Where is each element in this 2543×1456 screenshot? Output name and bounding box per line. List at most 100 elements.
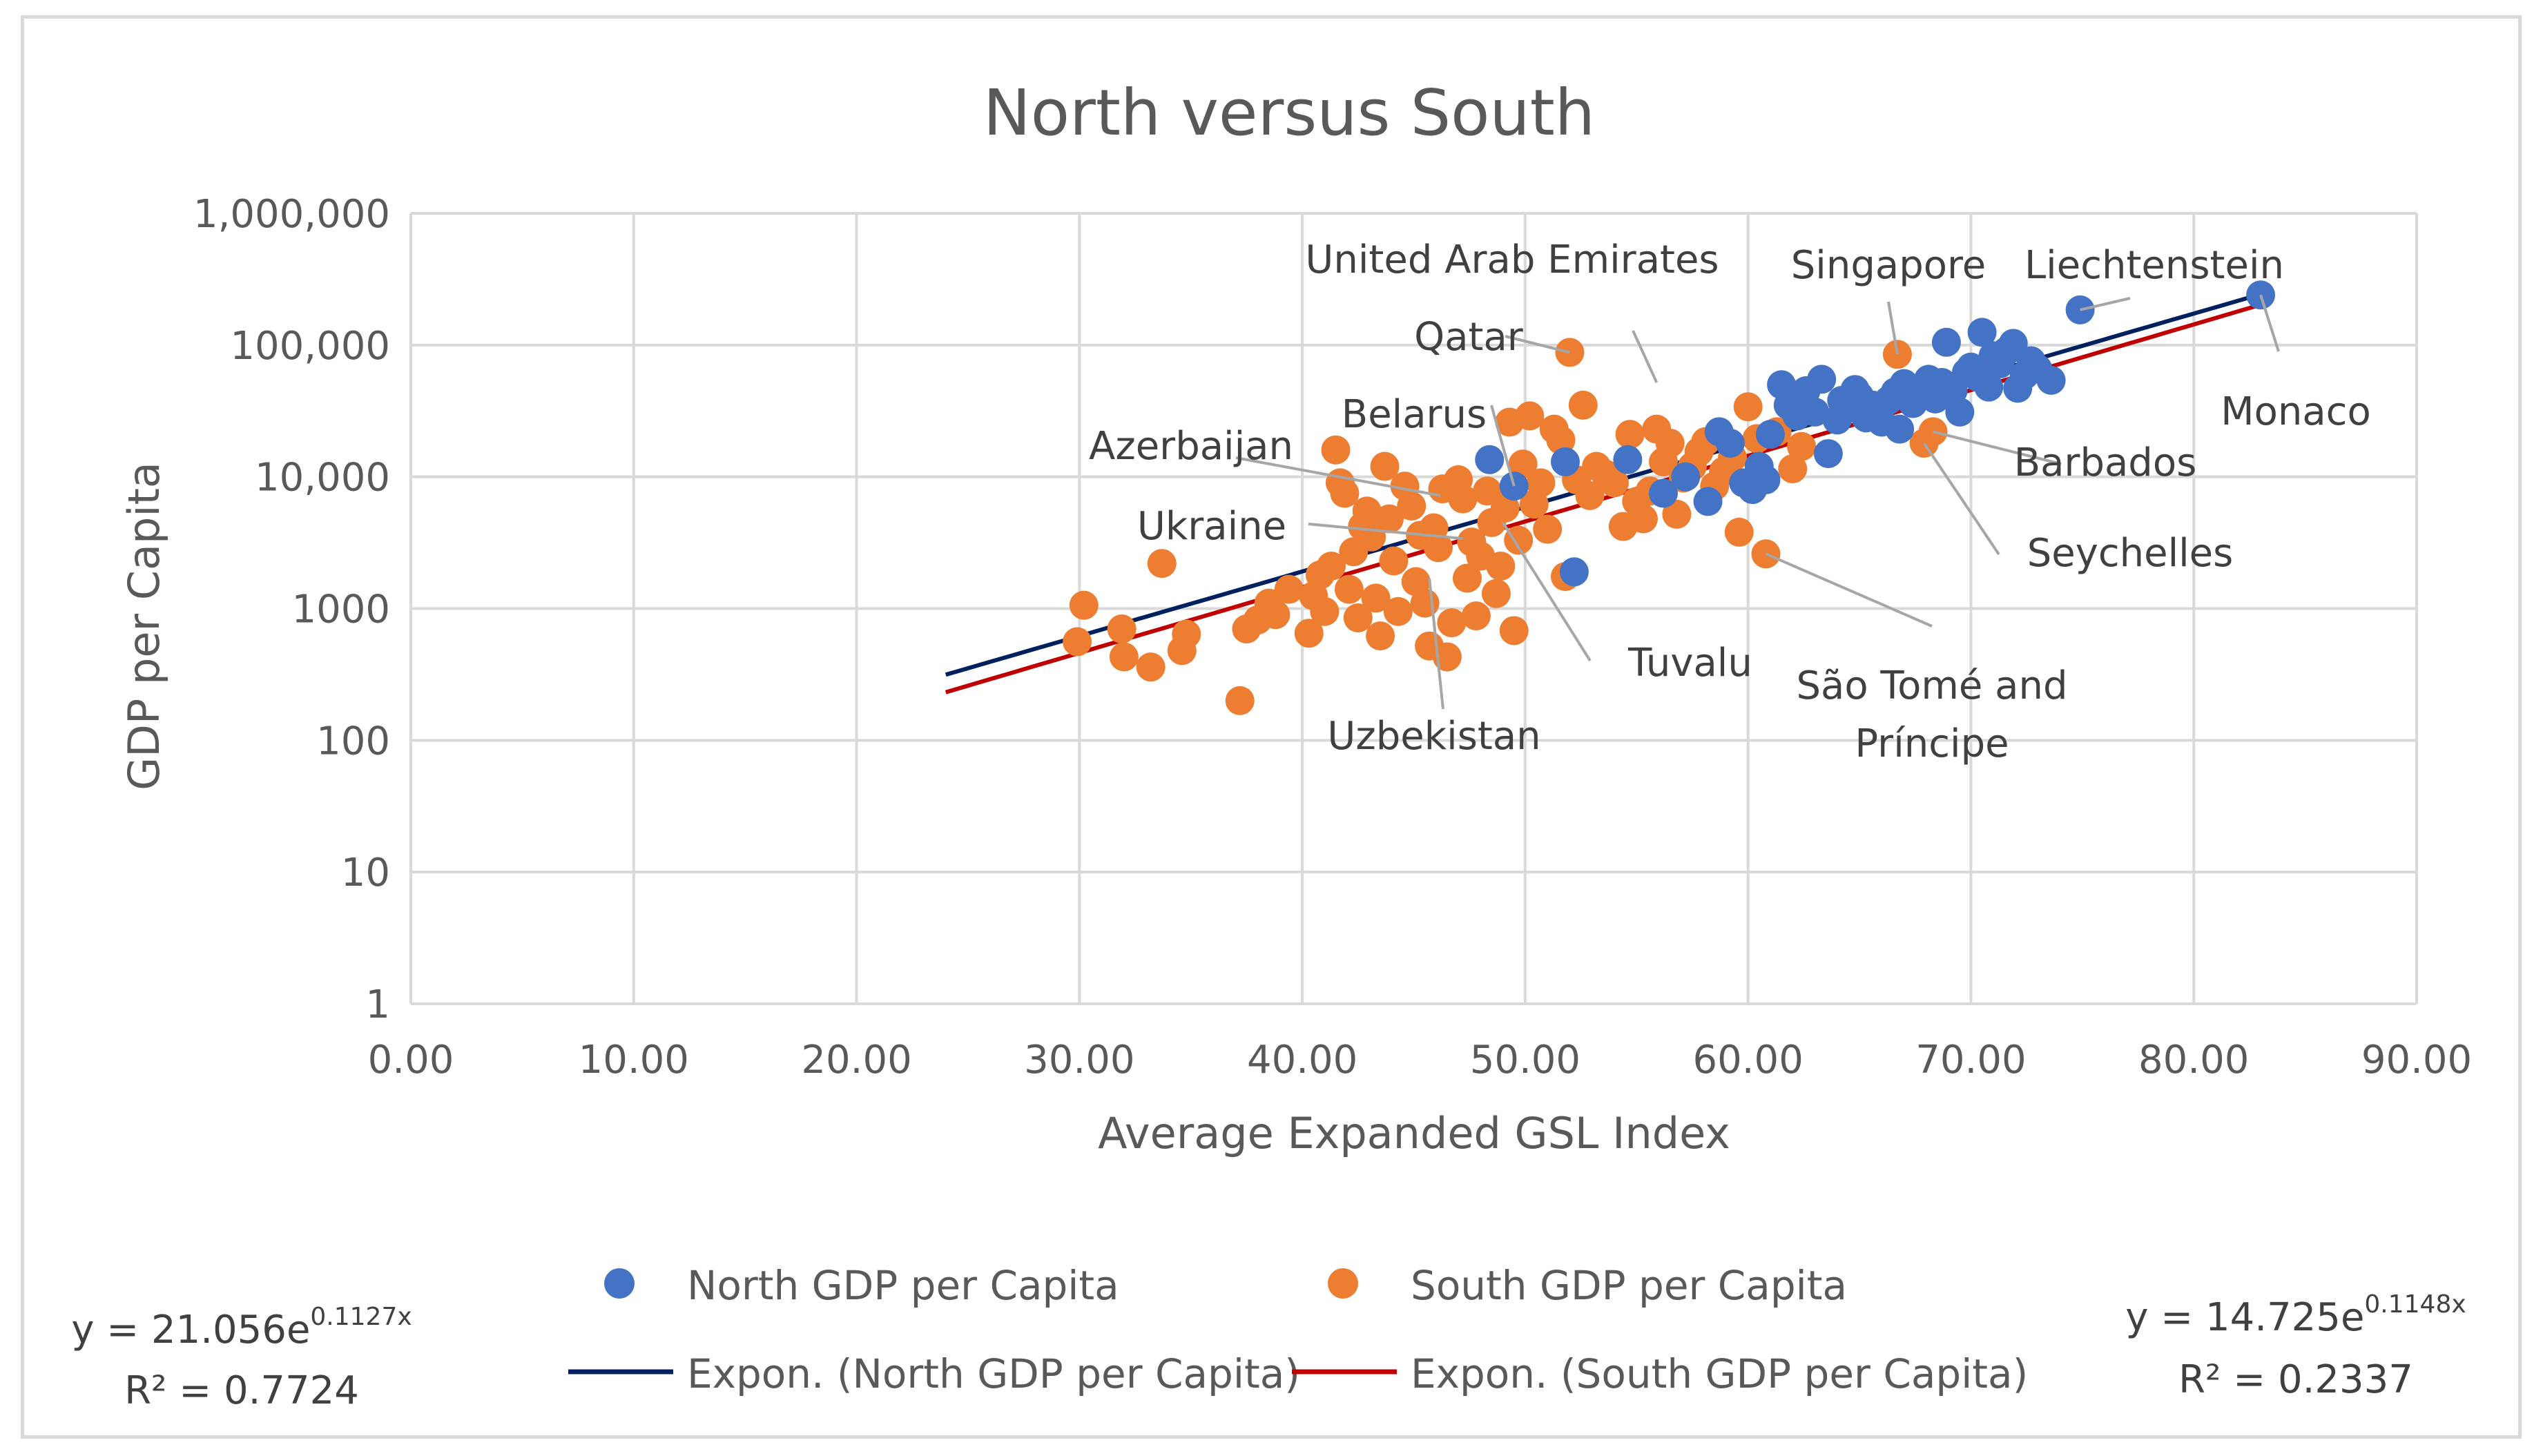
x-tick-label: 80.00	[2138, 1038, 2249, 1083]
north-point	[1671, 462, 1701, 492]
south-point	[1374, 504, 1404, 534]
x-tick-label: 20.00	[801, 1038, 911, 1083]
annotation-leader	[1308, 523, 1463, 541]
south-point	[1490, 493, 1520, 523]
north-point	[1613, 445, 1643, 474]
legend-label-south: South GDP per Capita	[1411, 1262, 1847, 1309]
annotation-leader	[1933, 430, 2062, 465]
annotation-label: Tuvalu	[1627, 641, 1752, 686]
annotation-label: Monaco	[2221, 389, 2370, 434]
south-point	[1655, 428, 1685, 458]
south-point	[1383, 596, 1413, 626]
data-points	[1063, 280, 2276, 715]
x-tick-label: 70.00	[1915, 1038, 2026, 1083]
south-point	[1628, 504, 1658, 534]
annotation-label: Liechtenstein	[2024, 243, 2284, 288]
south-point	[1147, 549, 1177, 579]
legend-marker-north	[604, 1268, 635, 1299]
tick-labels: 0.00 10.00 20.00 30.00 40.00 50.00 60.00 70.00 8…	[193, 192, 2472, 1083]
south-point	[1724, 517, 1754, 547]
south-point	[1526, 468, 1556, 498]
legend-label-north: North GDP per Capita	[687, 1262, 1119, 1309]
y-axis-title: GDP per Capita	[119, 462, 169, 790]
north-r2: R² = 0.7724	[124, 1368, 359, 1413]
north-point	[1693, 487, 1723, 516]
annotation-label: Qatar	[1414, 315, 1524, 360]
south-point	[1352, 496, 1382, 526]
annotation-label: Singapore	[1791, 243, 1986, 288]
north-point	[1967, 318, 1997, 347]
north-point	[1755, 420, 1785, 449]
annotation-label: United Arab Emirates	[1305, 237, 1719, 282]
south-point	[1787, 431, 1817, 461]
south-point	[1330, 478, 1360, 508]
chart-title: North versus South	[983, 76, 1595, 150]
south-point	[1397, 492, 1427, 521]
legend-label-south-trend: Expon. (South GDP per Capita)	[1411, 1350, 2028, 1397]
north-point	[1931, 327, 1961, 357]
legend: North GDP per Capita South GDP per Capit…	[568, 1262, 2028, 1397]
north-point	[1945, 397, 1975, 427]
x-tick-label: 40.00	[1247, 1038, 1357, 1083]
legend-marker-south	[1328, 1268, 1358, 1299]
south-point	[1107, 614, 1137, 644]
svg-text:y = 21.056e0.1127x: y = 21.056e0.1127x	[71, 1303, 412, 1352]
annotation-leader	[1501, 521, 1592, 662]
south-point	[1504, 525, 1534, 555]
north-equation-text: y = 21.056e	[71, 1308, 310, 1352]
north-point	[1559, 557, 1589, 587]
annotation-leader	[2259, 294, 2280, 352]
y-tick-label: 10	[341, 851, 390, 895]
north-point	[1751, 465, 1781, 494]
south-point	[1366, 621, 1395, 651]
north-point	[1715, 428, 1745, 458]
annotation-label: Belarus	[1342, 392, 1487, 437]
annotation-label: Seychelles	[2027, 531, 2234, 576]
x-tick-label: 0.00	[368, 1038, 454, 1083]
south-r2: R² = 0.2337	[2178, 1357, 2413, 1402]
south-point	[1379, 546, 1409, 576]
annotation-label-line: Príncipe	[1855, 721, 2009, 766]
south-equation-exponent: 0.1148x	[2364, 1290, 2466, 1319]
south-point	[1334, 574, 1364, 604]
south-point	[1515, 401, 1545, 431]
north-point	[2036, 365, 2066, 395]
south-point	[1274, 574, 1304, 604]
south-point	[1600, 468, 1629, 498]
annotation-leader	[1505, 335, 1570, 354]
north-point	[1807, 365, 1837, 394]
south-point	[1437, 608, 1467, 638]
annotation-leader	[1923, 442, 2000, 556]
south-point	[1568, 390, 1598, 420]
south-point	[1546, 425, 1576, 455]
x-tick-label: 30.00	[1024, 1038, 1134, 1083]
north-equation-exponent: 0.1127x	[310, 1303, 412, 1331]
annotation-label: Azerbaijan	[1089, 424, 1293, 469]
annotation-leader	[2080, 297, 2131, 311]
annotations: United Arab Emirates Qatar Singapore Liecht…	[1089, 237, 2371, 766]
y-tick-label: 10,000	[255, 456, 390, 501]
annotation-leader	[1765, 552, 1933, 628]
south-point	[1069, 590, 1099, 620]
south-point	[1499, 616, 1529, 646]
svg-text:y = 14.725e0.1148x: y = 14.725e0.1148x	[2125, 1290, 2466, 1340]
annotation-leader	[1632, 330, 1659, 383]
south-point	[1615, 420, 1645, 449]
south-point	[1321, 435, 1351, 465]
y-tick-label: 1	[365, 982, 390, 1027]
south-point	[1225, 686, 1255, 715]
south-point	[1109, 642, 1139, 672]
annotation-label: Ukraine	[1137, 504, 1286, 549]
south-point	[1432, 642, 1462, 672]
x-axis-title: Average Expanded GSL Index	[1098, 1108, 1730, 1158]
y-tick-label: 1000	[291, 588, 390, 632]
chart-frame: North versus South United Arab Emirates Q…	[21, 15, 2522, 1439]
north-point	[1649, 478, 1679, 508]
annotation-leader	[1887, 301, 1899, 355]
south-point	[1461, 601, 1491, 631]
north-point	[1550, 447, 1580, 476]
south-point	[1136, 652, 1166, 682]
legend-label-north-trend: Expon. (North GDP per Capita)	[687, 1350, 1300, 1397]
chart: North versus South United Arab Emirates Q…	[71, 76, 2472, 1413]
south-equation-text: y = 14.725e	[2125, 1295, 2364, 1340]
